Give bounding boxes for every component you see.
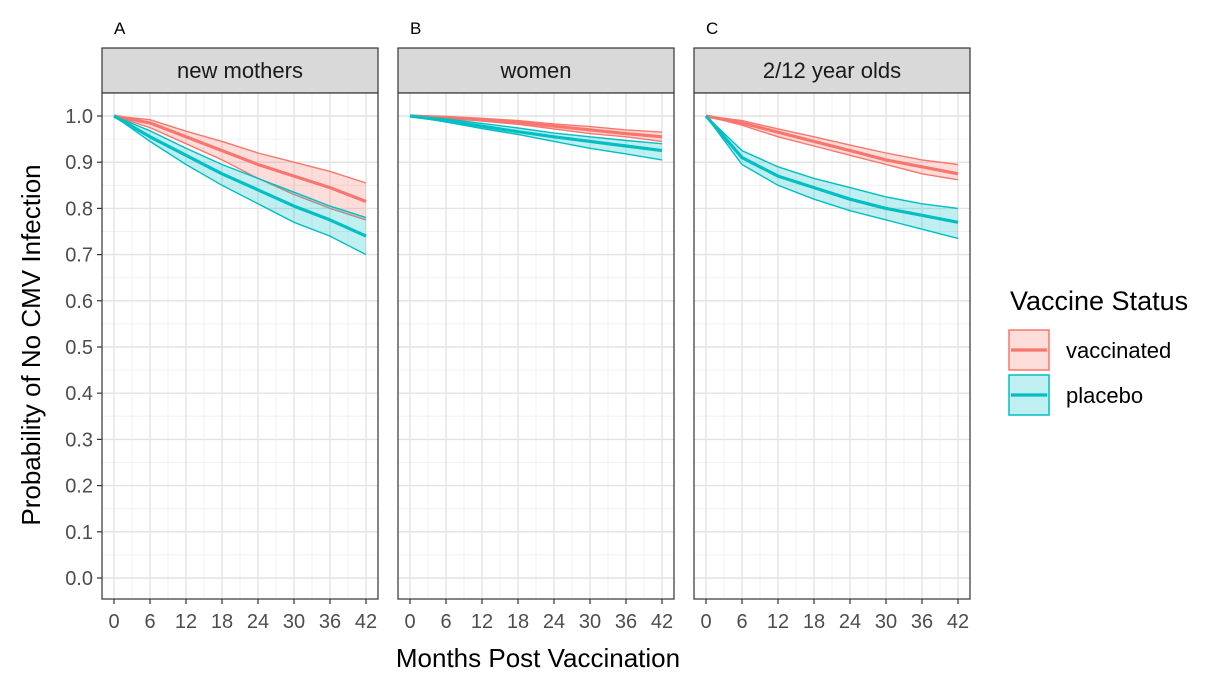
x-tick-label: 30 <box>875 611 897 633</box>
y-axis-title: Probability of No CMV Infection <box>16 164 46 525</box>
series-vaccinated <box>705 114 959 181</box>
x-tick-label: 6 <box>736 611 747 633</box>
panel-letter: A <box>114 19 126 38</box>
lower-bound-line <box>705 115 959 181</box>
x-tick-label: 42 <box>651 611 673 633</box>
x-axis: 0 6 12 18 24 30 36 42 <box>700 599 969 633</box>
minor-grid <box>398 93 674 599</box>
y-tick-label: 0.1 <box>65 522 93 544</box>
series-vaccinated <box>113 114 367 221</box>
minor-grid <box>694 93 970 599</box>
y-tick-label: 0.0 <box>65 568 93 590</box>
x-tick-label: 0 <box>108 611 119 633</box>
confidence-band <box>706 116 958 180</box>
panel-letter: C <box>706 19 718 38</box>
series-placebo <box>113 114 367 256</box>
panel-letter: B <box>410 19 421 38</box>
legend: Vaccine Status vaccinated placebo <box>1008 286 1188 416</box>
facet-strip-label: 2/12 year olds <box>763 58 901 83</box>
x-axis: 0 6 12 18 24 30 36 42 <box>404 599 673 633</box>
lower-bound-line <box>705 115 959 240</box>
estimate-line <box>409 114 663 139</box>
panel-border <box>693 92 971 600</box>
upper-bound-line <box>409 115 663 145</box>
upper-bound-line <box>113 115 367 219</box>
lower-bound-line <box>113 115 367 256</box>
estimate-line <box>704 114 959 224</box>
x-tick-label: 36 <box>911 611 933 633</box>
upper-bound-line <box>113 115 367 184</box>
x-tick-label: 18 <box>803 611 825 633</box>
estimate-line <box>705 114 959 176</box>
legend-label: placebo <box>1066 383 1143 408</box>
x-tick-label: 12 <box>471 611 493 633</box>
y-tick-label: 0.4 <box>65 383 93 405</box>
x-tick-label: 42 <box>355 611 377 633</box>
confidence-band <box>114 116 366 220</box>
facet-strip <box>101 47 379 94</box>
y-tick-label: 0.3 <box>65 429 93 451</box>
x-tick-label: 24 <box>839 611 861 633</box>
y-tick-label: 0.8 <box>65 198 93 220</box>
y-tick-label: 1.0 <box>65 106 93 128</box>
y-tick-label: 0.7 <box>65 245 93 267</box>
x-tick-label: 36 <box>319 611 341 633</box>
facet-strip-label: women <box>500 58 572 83</box>
lower-bound-line <box>113 115 367 221</box>
x-tick-label: 30 <box>579 611 601 633</box>
estimate-line <box>113 114 367 203</box>
x-tick-label: 6 <box>440 611 451 633</box>
x-tick-label: 36 <box>615 611 637 633</box>
legend-entry-placebo: placebo <box>1008 374 1143 416</box>
y-tick-label: 0.9 <box>65 152 93 174</box>
x-tick-label: 24 <box>543 611 565 633</box>
panel-border <box>101 92 379 600</box>
legend-title: Vaccine Status <box>1010 286 1188 316</box>
facet-strip <box>693 47 971 94</box>
facet-strip <box>397 47 675 94</box>
series-placebo <box>704 114 959 240</box>
y-tick-label: 0.2 <box>65 476 93 498</box>
x-tick-label: 42 <box>947 611 969 633</box>
upper-bound-line <box>705 115 959 210</box>
x-axis-title: Months Post Vaccination <box>396 643 680 672</box>
x-tick-label: 12 <box>767 611 789 633</box>
x-tick-label: 24 <box>247 611 269 633</box>
x-tick-label: 0 <box>700 611 711 633</box>
panel-c: C 2/12 year olds 0 6 12 18 24 30 36 42 <box>693 19 971 633</box>
y-tick-label: 0.6 <box>65 291 93 313</box>
legend-label: vaccinated <box>1066 338 1171 363</box>
facet-strip-label: new mothers <box>177 58 303 83</box>
x-tick-label: 6 <box>144 611 155 633</box>
estimate-line <box>113 114 367 238</box>
x-tick-label: 18 <box>507 611 529 633</box>
series-vaccinated <box>409 114 663 143</box>
x-tick-label: 0 <box>404 611 415 633</box>
x-axis: 0 6 12 18 24 30 36 42 <box>108 599 377 633</box>
y-tick-label: 0.5 <box>65 337 93 359</box>
x-tick-label: 12 <box>175 611 197 633</box>
series-placebo <box>409 114 663 161</box>
x-tick-label: 30 <box>283 611 305 633</box>
confidence-band <box>706 116 958 239</box>
panel-border <box>397 92 675 600</box>
estimate-line <box>409 114 663 153</box>
x-tick-label: 18 <box>211 611 233 633</box>
y-axis: 0.0 0.1 0.2 0.3 0.4 0.5 0.6 0.7 0.8 0.9 1.0 <box>65 106 102 590</box>
upper-bound-line <box>705 115 959 166</box>
legend-entry-vaccinated: vaccinated <box>1008 329 1171 371</box>
